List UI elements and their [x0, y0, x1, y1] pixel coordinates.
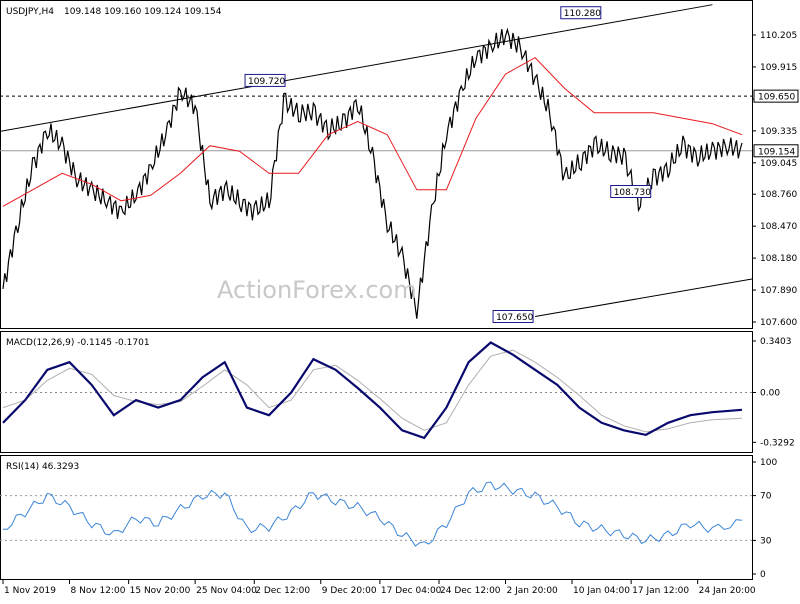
price-y-tick-label: 109.335: [760, 127, 797, 137]
macd-title: MACD(12,26,9) -0.1145 -0.1701: [6, 338, 150, 348]
price-y-tick-label: 108.180: [760, 254, 797, 264]
moving-average-line: [2, 56, 743, 207]
rsi-y-tick-label: 70: [760, 492, 772, 502]
price-y-tick-label: 108.470: [760, 222, 797, 232]
macd-y-tick-label: 0.00: [760, 389, 780, 399]
ohlc-label: 109.148 109.160 109.124 109.154: [64, 7, 222, 17]
price-label-text: 110.280: [564, 9, 601, 19]
axis-layer: 110.205109.915109.625109.335109.045108.7…: [2, 31, 797, 596]
grid-layer: [0, 4, 753, 541]
x-tick-label: 24 Jan 20:00: [699, 586, 756, 596]
x-tick-label: 9 Dec 20:00: [322, 586, 377, 596]
annotation-layer: 110.280 109.720 108.730 107.650 109.650 109.1…: [244, 6, 799, 323]
price-y-tick-label: 109.915: [760, 63, 797, 73]
macd-signal-line: [2, 349, 743, 433]
macd-layer: [2, 341, 743, 440]
axis-level-text: 109.650: [758, 93, 795, 103]
price-label-box: [610, 185, 652, 199]
axis-level-box: [753, 144, 799, 158]
x-tick-label: 2 Dec 12:00: [255, 586, 310, 596]
price-label-box: [560, 6, 602, 20]
watermark-text: ActionForex.com: [217, 276, 417, 304]
rsi-pane-frame: [0, 455, 753, 580]
x-tick-label: 1 Nov 2019: [4, 586, 56, 596]
macd-y-tick-label: 0.3403: [760, 337, 792, 347]
x-tick-label: 15 Nov 20:00: [130, 586, 191, 596]
price-y-tick-label: 110.205: [760, 31, 797, 41]
x-tick-label: 24 Dec 12:00: [440, 586, 501, 596]
lower-channel-line: [534, 278, 753, 317]
macd-y-tick-label: -0.3292: [760, 438, 795, 448]
price-label-box: [244, 73, 286, 87]
rsi-layer: [3, 481, 743, 547]
axis-level-text: 109.154: [758, 147, 795, 157]
x-tick-label: 8 Nov 12:00: [71, 586, 126, 596]
symbol-label: USDJPY,H4: [6, 7, 54, 17]
price-y-tick-label: 108.760: [760, 190, 797, 200]
price-label-text: 107.650: [496, 313, 533, 323]
price-label-text: 108.730: [614, 188, 651, 198]
x-tick-label: 2 Jan 20:00: [507, 586, 559, 596]
rsi-y-tick-label: 100: [760, 458, 777, 468]
upper-channel-line: [0, 4, 713, 132]
rsi-title: RSI(14) 46.3293: [6, 462, 79, 472]
price-y-tick-label: 107.890: [760, 286, 797, 296]
price-pane-frame: [0, 0, 753, 329]
rsi-y-tick-label: 0: [760, 570, 766, 580]
x-tick-label: 17 Jan 12:00: [632, 586, 689, 596]
price-label-box: [492, 309, 534, 323]
x-tick-label: 25 Nov 04:00: [196, 586, 257, 596]
x-tick-label: 17 Dec 04:00: [381, 586, 442, 596]
macd-main-line: [2, 341, 743, 440]
price-label-text: 109.720: [248, 77, 285, 87]
price-layer: [2, 27, 743, 319]
rsi-line: [3, 481, 743, 547]
x-tick-label: 10 Jan 04:00: [573, 586, 630, 596]
axis-level-box: [753, 89, 799, 103]
rsi-y-tick-label: 30: [760, 536, 772, 546]
price-series-line: [2, 27, 743, 319]
price-y-tick-label: 109.045: [760, 159, 797, 169]
price-y-tick-label: 107.600: [760, 318, 797, 328]
